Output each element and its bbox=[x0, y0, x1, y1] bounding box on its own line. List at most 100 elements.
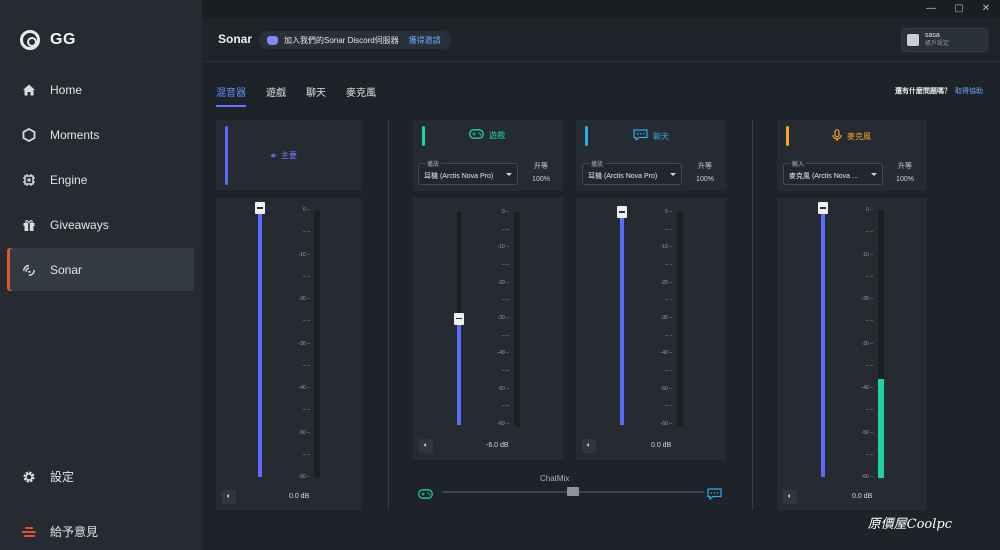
sidebar-item-feedback[interactable]: 給予意見 bbox=[7, 510, 194, 550]
chat-fader-panel: 0 – – – -10 – – – -20 – – – -30 – – – -40 – – – -5… bbox=[576, 198, 726, 460]
scale-tick-label: – – bbox=[303, 273, 310, 280]
chatmix-slider-handle[interactable] bbox=[567, 487, 579, 496]
scale-tick-label: – – bbox=[665, 368, 672, 374]
sidebar-item-settings[interactable]: 設定 bbox=[7, 455, 194, 498]
sidebar-item-label: Home bbox=[50, 82, 83, 97]
tab-chat[interactable]: 聊天 bbox=[306, 88, 326, 99]
scale-tick-label: -40 – bbox=[497, 350, 509, 357]
sidebar-item-giveaways[interactable]: Giveaways bbox=[7, 203, 194, 246]
sidebar: GG Home Moments Engine bbox=[0, 0, 202, 550]
scale-tick-label: -50 – bbox=[660, 385, 672, 392]
chat-boost[interactable]: 升等 100% bbox=[691, 160, 719, 186]
sidebar-nav: Home Moments Engine Giveaways bbox=[7, 68, 194, 293]
speaker-icon: 🔊︎ bbox=[271, 150, 277, 160]
scale-tick-label: -20 – bbox=[497, 279, 509, 286]
sidebar-item-label: Engine bbox=[50, 172, 88, 187]
chevron-down-icon bbox=[670, 173, 676, 176]
chat-volume-track[interactable] bbox=[620, 212, 624, 425]
game-label: 遊戲 bbox=[469, 129, 505, 141]
channel-name: 主要 bbox=[281, 151, 298, 160]
scale-tick-label: – – bbox=[866, 273, 873, 280]
game-fader-panel: 0 – – – -10 – – – -20 – – – -30 – – – -40 – – – -5… bbox=[413, 198, 563, 460]
scale-tick-label: -60 – bbox=[861, 474, 873, 480]
scale-tick-label: – – bbox=[303, 451, 310, 458]
scale-tick-label: 0 – bbox=[866, 207, 873, 213]
scale-tick-label: -30 – bbox=[660, 315, 672, 321]
mic-volume-handle[interactable] bbox=[818, 202, 828, 214]
account-button[interactable]: sasa 帳戶設定 bbox=[901, 28, 988, 52]
mic-accent-bar bbox=[786, 126, 789, 146]
tab-mixer[interactable]: 混音器 bbox=[216, 84, 246, 107]
sidebar-item-engine[interactable]: Engine bbox=[7, 158, 194, 201]
master-mute-button[interactable]: 🔈︎ bbox=[222, 490, 236, 504]
scale-tick-label: 0 – bbox=[502, 209, 509, 215]
boost-label: 升等 bbox=[534, 163, 548, 170]
select-legend: 播放 bbox=[589, 159, 606, 168]
discord-icon bbox=[267, 35, 278, 45]
master-volume-handle[interactable] bbox=[255, 202, 265, 214]
close-icon[interactable]: ✕ bbox=[981, 3, 991, 14]
logo-text: GG bbox=[50, 31, 76, 48]
game-volume-handle[interactable] bbox=[454, 312, 464, 325]
mic-volume-track[interactable] bbox=[821, 208, 825, 477]
mic-input-select[interactable]: 輸入 麥克風 (Arctis Nova ... bbox=[783, 159, 883, 185]
game-accent-bar bbox=[422, 126, 425, 146]
feedback-icon bbox=[22, 525, 36, 539]
sidebar-item-home[interactable]: Home bbox=[7, 68, 194, 111]
chat-output-select[interactable]: 播放 耳機 (Arctis Nova Pro) bbox=[582, 159, 682, 185]
scale-tick-label: – – bbox=[502, 403, 509, 410]
account-name: sasa bbox=[925, 32, 940, 39]
scale-tick-label: -50 – bbox=[497, 385, 509, 392]
master-accent-bar bbox=[225, 126, 228, 185]
boost-value: 100% bbox=[532, 176, 550, 183]
scale-tick-label: -50 – bbox=[861, 429, 873, 436]
tab-game[interactable]: 遊戲 bbox=[266, 88, 286, 99]
tab-mic[interactable]: 麥克風 bbox=[346, 88, 376, 99]
chat-mute-button[interactable]: 🔈︎ bbox=[582, 439, 596, 453]
scale-tick-label: -30 – bbox=[298, 340, 310, 347]
master-volume-fill bbox=[258, 208, 262, 477]
game-level-meter bbox=[514, 212, 520, 426]
page-title: Sonar bbox=[218, 32, 253, 46]
help-link[interactable]: 取得協助 bbox=[955, 88, 983, 95]
page-header: Sonar 加入我們的Sonar Discord伺服器 獲得邀請 sasa 帳戶… bbox=[202, 18, 1000, 62]
sidebar-item-label: 給予意見 bbox=[50, 525, 99, 539]
game-output-select[interactable]: 播放 耳機 (Arctis Nova Pro) bbox=[418, 159, 518, 185]
mic-volume-value: 0.0 dB bbox=[852, 493, 873, 500]
chat-level-meter bbox=[677, 212, 683, 426]
tab-bar: 混音器 遊戲 聊天 麥克風 bbox=[216, 84, 396, 107]
chevron-down-icon bbox=[506, 173, 512, 176]
divider bbox=[752, 120, 753, 510]
discord-invite-link[interactable]: 獲得邀請 bbox=[408, 35, 441, 45]
chat-volume-value: 0.0 dB bbox=[651, 442, 672, 449]
boost-label: 升等 bbox=[898, 163, 912, 170]
maximize-icon[interactable]: ▢ bbox=[954, 3, 964, 14]
game-mute-button[interactable]: 🔈︎ bbox=[419, 439, 433, 453]
master-volume-track[interactable] bbox=[258, 208, 262, 477]
discord-banner[interactable]: 加入我們的Sonar Discord伺服器 獲得邀請 bbox=[259, 31, 451, 49]
scale-tick-label: -60 – bbox=[660, 421, 672, 427]
mic-boost[interactable]: 升等 100% bbox=[891, 160, 919, 186]
gift-icon bbox=[22, 218, 36, 232]
mic-label: 麥克風 bbox=[832, 129, 871, 144]
scale-tick-label: -20 – bbox=[660, 279, 672, 286]
avatar bbox=[907, 34, 919, 46]
scale-tick-label: – – bbox=[665, 297, 672, 304]
select-value: 麥克風 (Arctis Nova ... bbox=[789, 173, 858, 180]
select-legend: 輸入 bbox=[790, 159, 807, 168]
scale-tick-label: – – bbox=[303, 318, 310, 325]
account-settings-link[interactable]: 帳戶設定 bbox=[925, 41, 950, 47]
mic-level-meter bbox=[878, 210, 884, 478]
chip-icon bbox=[22, 173, 36, 187]
sidebar-item-sonar[interactable]: Sonar bbox=[7, 248, 194, 291]
chat-bubble-icon bbox=[633, 129, 648, 143]
game-boost[interactable]: 升等 100% bbox=[527, 160, 555, 186]
sidebar-item-moments[interactable]: Moments bbox=[7, 113, 194, 156]
mic-volume-fill bbox=[821, 208, 825, 477]
scale-tick-label: – – bbox=[866, 362, 873, 369]
minimize-icon[interactable]: — bbox=[926, 3, 936, 14]
chat-volume-handle[interactable] bbox=[617, 206, 627, 218]
scale-tick-label: – – bbox=[665, 226, 672, 233]
mic-mute-button[interactable]: 🔈︎ bbox=[783, 490, 797, 504]
sidebar-item-label: Moments bbox=[50, 127, 100, 142]
